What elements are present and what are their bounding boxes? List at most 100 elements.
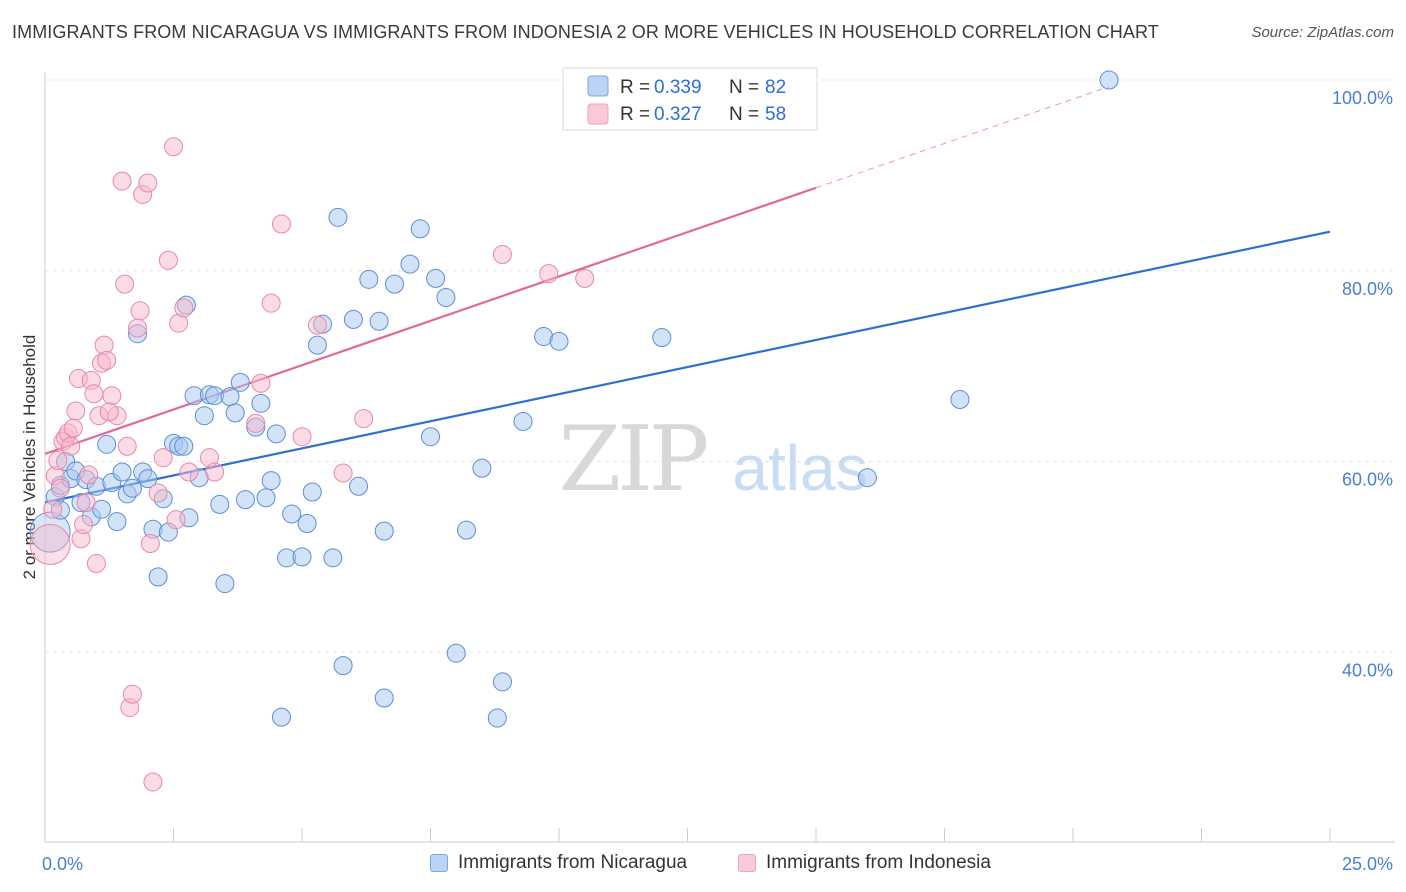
point-series1-51: [307, 315, 327, 335]
chart-title: IMMIGRANTS FROM NICARAGUA VS IMMIGRANTS …: [12, 22, 1159, 42]
legend-r-label-2: R =: [620, 104, 650, 125]
point-series1-46: [246, 413, 266, 433]
point-series1-45: [205, 462, 225, 482]
point-series1-48: [261, 293, 281, 313]
grid-lines: [45, 79, 1395, 653]
point-series0-76: [549, 331, 569, 351]
point-series1-49: [271, 214, 291, 234]
point-series0-51: [302, 482, 322, 502]
point-series1-10: [66, 401, 86, 421]
point-series0-73: [492, 672, 512, 692]
point-series1-29: [122, 684, 142, 704]
point-series0-15: [112, 462, 132, 482]
trend-line-1: [44, 186, 817, 455]
point-series1-37: [153, 448, 173, 468]
point-series0-74: [513, 411, 533, 431]
legend-n-label-1: N =: [729, 77, 759, 98]
legend-swatch-nicaragua: [587, 75, 609, 97]
point-series0-32: [194, 406, 214, 426]
point-series1-13: [74, 514, 94, 534]
point-series1-39: [164, 137, 183, 157]
legend-r-value-2: 0.327: [654, 104, 702, 125]
point-series0-12: [97, 434, 117, 454]
point-series0-38: [225, 403, 245, 423]
point-series1-55: [539, 264, 559, 284]
y-tick-label-2: 80.0%: [1342, 279, 1393, 299]
data-points: [29, 70, 1119, 792]
point-series0-57: [343, 309, 363, 329]
point-series0-79: [950, 390, 970, 410]
point-series0-62: [374, 688, 394, 708]
x-tick-label-0: 0.0%: [42, 854, 83, 874]
point-series0-52: [307, 335, 327, 355]
point-series1-30: [128, 318, 148, 338]
point-series0-56: [333, 656, 353, 676]
point-series1-14: [76, 493, 96, 513]
series-swatch-nicaragua: [430, 854, 448, 872]
trend-lines: [44, 86, 1331, 504]
y-tick-label-1: 60.0%: [1342, 470, 1393, 490]
point-series0-46: [271, 707, 291, 727]
point-series1-35: [143, 772, 163, 792]
point-series0-58: [349, 476, 369, 496]
point-series0-60: [369, 311, 389, 331]
legend-r-value-1: 0.339: [654, 77, 702, 98]
point-series1-1: [43, 499, 63, 519]
y-tick-label-3: 100.0%: [1332, 88, 1393, 108]
point-series0-49: [292, 547, 312, 567]
trend-line-extension-1: [815, 86, 1110, 189]
point-series1-23: [102, 386, 122, 406]
point-series0-42: [251, 393, 271, 413]
legend: R = 0.339 N = 82 R = 0.327 N = 58: [562, 67, 818, 131]
watermark-atlas: atlas: [732, 432, 867, 504]
point-series0-78: [857, 468, 877, 488]
point-series0-69: [446, 643, 466, 663]
point-series0-64: [400, 254, 420, 274]
point-series0-63: [385, 274, 405, 294]
point-series0-72: [487, 708, 507, 728]
point-series0-40: [235, 490, 255, 510]
point-series0-66: [421, 427, 440, 447]
point-series1-38: [158, 250, 178, 270]
point-series0-43: [256, 488, 276, 508]
series-swatch-indonesia: [738, 854, 756, 872]
point-series1-50: [292, 427, 312, 447]
point-series1-8: [61, 436, 81, 456]
point-series0-50: [297, 513, 317, 533]
point-series1-34: [140, 534, 160, 554]
point-series1-25: [112, 171, 132, 191]
legend-n-value-1: 82: [765, 77, 786, 98]
point-series0-54: [323, 548, 343, 568]
point-series0-27: [174, 436, 194, 456]
legend-n-label-2: N =: [729, 104, 759, 125]
point-series1-54: [492, 245, 512, 265]
point-series0-35: [210, 494, 230, 514]
point-series1-56: [575, 268, 595, 288]
point-series0-14: [107, 512, 127, 532]
point-series0-61: [374, 521, 394, 541]
point-series1-52: [333, 463, 353, 483]
point-series0-48: [282, 504, 302, 524]
point-series1-33: [138, 173, 158, 193]
point-series1-4: [50, 478, 70, 498]
point-series0-36: [215, 574, 235, 594]
point-series0-22: [148, 567, 168, 587]
trend-line-0: [44, 230, 1331, 504]
watermark-zip: ZIP: [559, 407, 707, 512]
point-series1-18: [86, 554, 106, 574]
point-series0-44: [261, 471, 281, 491]
point-series0-55: [328, 207, 348, 227]
point-series1-17: [84, 384, 104, 404]
series-legend-item-indonesia: Immigrants from Indonesia: [738, 852, 991, 874]
point-series1-47: [251, 373, 271, 393]
point-series1-57: [99, 402, 119, 422]
x-tick-label-1: 25.0%: [1342, 854, 1393, 874]
watermark: ZIP atlas: [559, 407, 868, 512]
point-series0-71: [472, 458, 492, 478]
source-label: Source: ZipAtlas.com: [1251, 24, 1394, 41]
point-series0-65: [410, 219, 430, 239]
point-series0-77: [652, 328, 672, 348]
y-axis-title: 2 or more Vehicles in Household: [20, 335, 39, 580]
point-series1-15: [79, 465, 99, 485]
